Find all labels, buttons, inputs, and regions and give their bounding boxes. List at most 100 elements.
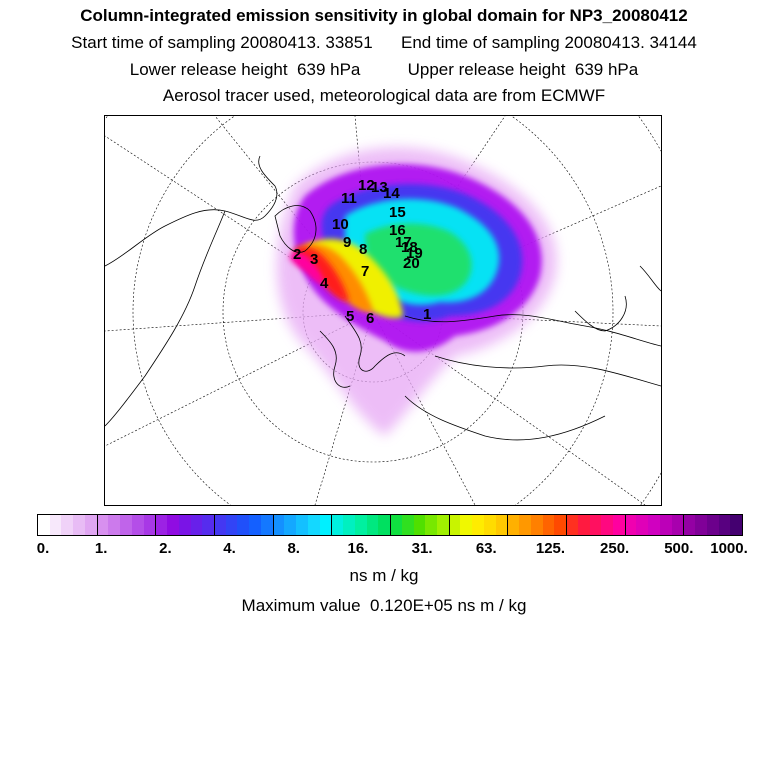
colorbar-cell [343, 515, 355, 535]
colorbar-divider [272, 515, 274, 535]
colorbar-cell [483, 515, 496, 535]
trajectory-labels: 1 2 3 4 5 6 7 8 9 10 11 12 13 14 15 16 1… [293, 177, 431, 327]
colorbar-cell [249, 515, 261, 535]
trajectory-label-12: 12 [358, 177, 375, 194]
coastline-greenland [274, 205, 317, 253]
start-time: Start time of sampling 20080413. 33851 [71, 33, 373, 52]
trajectory-label-8: 8 [359, 241, 367, 258]
colorbar-cell [354, 515, 367, 535]
coastlines [105, 155, 661, 441]
trajectory-label-10: 10 [332, 216, 349, 233]
colorbar-cell [96, 515, 109, 535]
plume-magenta [289, 252, 325, 284]
colorbar-tick-label: 31. [411, 540, 433, 557]
map-panel: 1 2 3 4 5 6 7 8 9 10 11 12 13 14 15 16 1… [104, 115, 662, 506]
trajectory-label-20: 20 [403, 255, 420, 272]
colorbar-cell [108, 515, 121, 535]
release-height-line: Lower release height 639 hPa Upper relea… [0, 60, 768, 80]
trajectory-label-16: 16 [389, 222, 406, 239]
colorbar-cell [260, 515, 273, 535]
sampling-time-line: Start time of sampling 20080413. 33851 E… [0, 33, 768, 53]
trajectory-label-2: 2 [293, 246, 301, 263]
colorbar-cell [624, 515, 637, 535]
colorbar-cell [718, 515, 731, 535]
colorbar-cell [378, 515, 391, 535]
upper-release-height: Upper release height 639 hPa [407, 60, 639, 79]
colorbar-cell [319, 515, 332, 535]
colorbar-cell [683, 515, 696, 535]
colorbar-divider [507, 515, 509, 535]
colorbar [37, 514, 743, 536]
colorbar-cell [178, 515, 191, 535]
colorbar-cell [601, 515, 613, 535]
colorbar-cell [331, 515, 344, 535]
maximum-value: Maximum value 0.120E+05 ns m / kg [241, 596, 527, 615]
colorbar-cell [530, 515, 543, 535]
colorbar-cell [507, 515, 520, 535]
trajectory-label-18: 18 [401, 239, 418, 256]
colorbar-divider [624, 515, 626, 535]
colorbar-cell [730, 515, 743, 535]
colorbar-cell [214, 515, 226, 535]
colorbar-cell [190, 515, 203, 535]
colorbar-tick-label: 250. [600, 540, 630, 557]
latitude-circle [132, 116, 614, 505]
colorbar-cell [671, 515, 684, 535]
coastline-north-america [105, 155, 278, 427]
colorbar-cell [448, 515, 461, 535]
colorbar-cell [612, 515, 625, 535]
trajectory-label-7: 7 [361, 263, 369, 280]
colorbar-cell [73, 515, 85, 535]
colorbar-cell [472, 515, 484, 535]
trajectory-label-14: 14 [383, 185, 400, 202]
trajectory-label-5: 5 [346, 308, 354, 325]
plume-green [365, 223, 472, 296]
colorbar-tick-label: 1000. [710, 540, 748, 557]
lower-release-height: Lower release height 639 hPa [129, 60, 361, 79]
colorbar-tick-label: 500. [664, 540, 694, 557]
colorbar-cell [155, 515, 168, 535]
colorbar-divider [155, 515, 157, 535]
colorbar-tick-label: 16. [347, 540, 369, 557]
trajectory-label-17: 17 [395, 234, 412, 251]
colorbar-cell [143, 515, 156, 535]
colorbar-cell [636, 515, 649, 535]
colorbar-cell [425, 515, 437, 535]
trajectory-label-15: 15 [389, 204, 406, 221]
colorbar-cell [366, 515, 379, 535]
colorbar-cell [307, 515, 320, 535]
colorbar-cell [519, 515, 531, 535]
colorbar-cell [648, 515, 660, 535]
colorbar-divider [448, 515, 450, 535]
colorbar-cell [401, 515, 414, 535]
colorbar-tick-label: 1. [94, 540, 108, 557]
plot-title: Column-integrated emission sensitivity i… [80, 6, 688, 25]
colorbar-cell [413, 515, 426, 535]
colorbar-cell [296, 515, 308, 535]
colorbar-tick-label: 2. [159, 540, 172, 557]
colorbar-cell [566, 515, 578, 535]
colorbar-cell [202, 515, 215, 535]
colorbar-cell [542, 515, 555, 535]
colorbar-cell [460, 515, 473, 535]
colorbar-cell [84, 515, 97, 535]
trajectory-label-4: 4 [320, 275, 329, 292]
colorbar-cell [695, 515, 707, 535]
colorbar-cell [706, 515, 719, 535]
colorbar-divider [683, 515, 685, 535]
colorbar-cell [225, 515, 238, 535]
coastline-asia [404, 314, 661, 441]
coastline-pacific [574, 265, 661, 332]
colorbar-divider [214, 515, 215, 535]
colorbar-cell [49, 515, 62, 535]
colorbar-divider [390, 515, 391, 535]
colorbar-cell [659, 515, 672, 535]
colorbar-cell [284, 515, 297, 535]
trajectory-label-6: 6 [366, 310, 374, 327]
colorbar-tick-label: 63. [475, 540, 497, 557]
trajectory-label-11: 11 [341, 190, 357, 207]
colorbar-units: ns m / kg [349, 566, 419, 585]
colorbar-cell [436, 515, 449, 535]
colorbar-divider [96, 515, 98, 535]
colorbar-cell [131, 515, 144, 535]
